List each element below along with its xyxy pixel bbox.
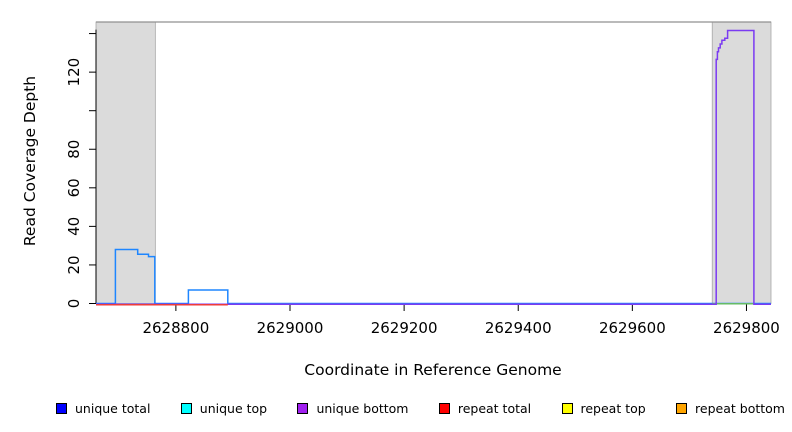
legend-item-unique-top: unique top <box>180 401 268 416</box>
x-tick-label: 2629000 <box>257 319 324 337</box>
legend: unique total unique top unique bottom repea… <box>56 401 785 416</box>
legend-label: unique total <box>75 401 151 416</box>
legend-swatch-icon <box>297 403 309 414</box>
x-tick-label: 2629400 <box>485 319 552 337</box>
y-axis: 0 20 40 60 80 120 <box>65 29 97 309</box>
x-axis-title: Coordinate in Reference Genome <box>304 361 562 379</box>
legend-swatch-icon <box>561 403 573 414</box>
x-tick-label: 2629200 <box>371 319 438 337</box>
y-axis-title: Read Coverage Depth <box>21 75 39 247</box>
x-axis: 2628800 2629000 2629200 2629400 2629600 26298… <box>142 304 780 337</box>
legend-label: repeat total <box>457 401 532 416</box>
y-tick-label: 0 <box>65 299 83 309</box>
legend-item-repeat-total: repeat total <box>438 401 532 416</box>
x-tick-label: 2629800 <box>713 319 780 337</box>
series-unique-bottom <box>96 29 771 306</box>
legend-label: unique top <box>199 401 268 416</box>
legend-swatch-icon <box>180 403 192 414</box>
legend-label: repeat top <box>580 401 646 416</box>
legend-item-repeat-bottom: repeat bottom <box>676 401 785 416</box>
y-tick-label: 80 <box>65 140 83 159</box>
legend-swatch-icon <box>676 403 688 414</box>
legend-item-unique-bottom: unique bottom <box>297 401 409 416</box>
y-tick-label: 60 <box>65 178 83 197</box>
y-tick-label: 40 <box>65 217 83 236</box>
series-unique-total <box>96 248 771 305</box>
legend-item-unique-total: unique total <box>56 401 150 416</box>
y-tick-label: 20 <box>65 255 83 274</box>
legend-swatch-icon <box>56 403 67 414</box>
chart-canvas: 0 20 40 60 80 120 2628800 2629000 2629200 2629400… <box>65 21 780 337</box>
x-tick-label: 2628800 <box>142 319 209 337</box>
left-gray-region <box>95 21 156 304</box>
right-gray-region <box>711 21 772 304</box>
x-tick-label: 2629600 <box>599 319 666 337</box>
legend-label: repeat bottom <box>695 401 785 416</box>
legend-swatch-icon <box>438 403 450 414</box>
legend-item-repeat-top: repeat top <box>561 401 646 416</box>
legend-label: unique bottom <box>316 401 409 416</box>
y-tick-label: 120 <box>65 58 83 87</box>
